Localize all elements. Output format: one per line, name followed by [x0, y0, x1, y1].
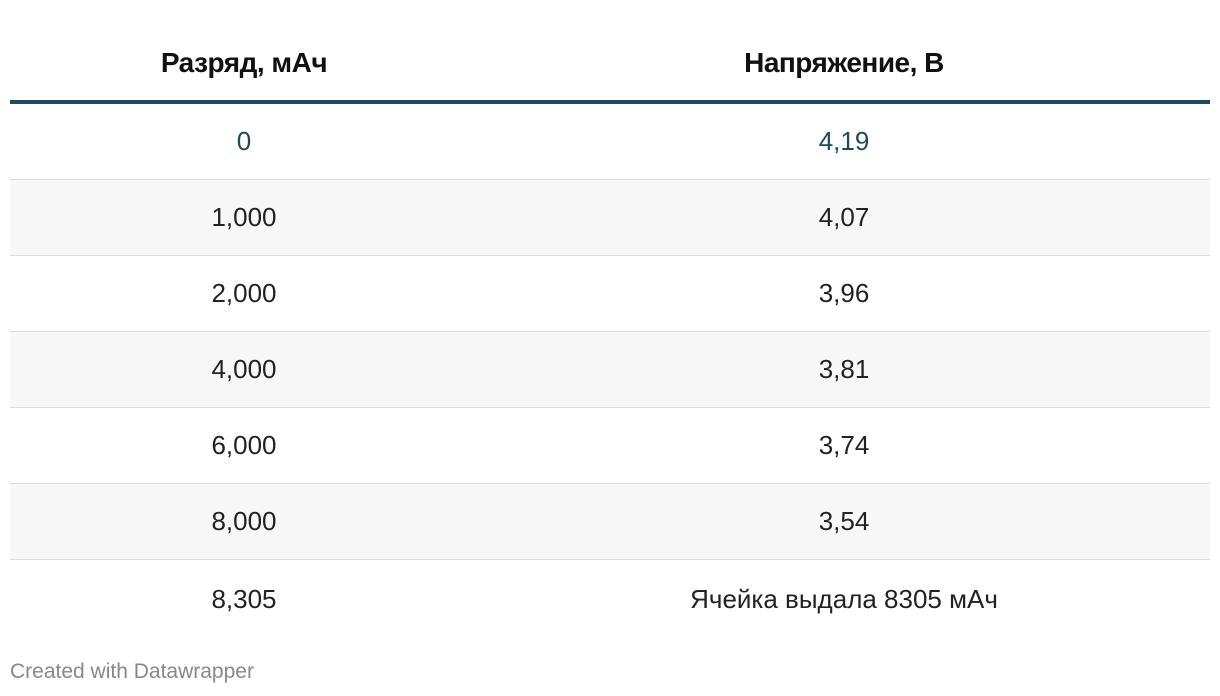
- table-row: 8,000 3,54: [10, 483, 1210, 560]
- table-cell: 1,000: [10, 179, 478, 256]
- table-wrap: Разряд, мАч Напряжение, В 0 4,19 1,000 4,07 2…: [10, 26, 1210, 638]
- table-cell: 4,07: [478, 179, 1210, 256]
- table-cell: 3,96: [478, 255, 1210, 332]
- table-row: 4,000 3,81: [10, 331, 1210, 408]
- table-body: 0 4,19 1,000 4,07 2,000 3,96 4,000 3,81 6,000 3,7…: [10, 102, 1210, 638]
- table-cell: 6,000: [10, 407, 478, 484]
- header-row: Разряд, мАч Напряжение, В: [10, 26, 1210, 104]
- header-cell: Разряд, мАч: [10, 26, 478, 104]
- table-cell: 3,74: [478, 407, 1210, 484]
- table-cell: 3,54: [478, 483, 1210, 560]
- table-cell: 8,305: [211, 583, 277, 614]
- table-row: 0 4,19: [10, 102, 1210, 180]
- table-cell: 4,000: [10, 331, 478, 408]
- footer: Created with Datawrapper: [10, 660, 254, 683]
- header-cell: Напряжение, В: [478, 26, 1210, 104]
- table-cell: 4,19: [478, 102, 1210, 180]
- table-cell: Ячейка выдала 8305 мАч: [690, 583, 998, 614]
- table-row: 6,000 3,74: [10, 407, 1210, 484]
- table-cell: 2,000: [10, 255, 478, 332]
- table-row: 2,000 3,96: [10, 255, 1210, 332]
- table-row: 8,305 Ячейка выдала 8305 мАч: [10, 560, 1210, 639]
- table-cell: 3,81: [478, 331, 1210, 408]
- table-cell: 8,000: [10, 483, 478, 560]
- table-cell: 0: [10, 102, 478, 180]
- table-row: 1,000 4,07: [10, 179, 1210, 256]
- data-table: Разряд, мАч Напряжение, В 0 4,19 1,000 4,07 2…: [10, 26, 1210, 638]
